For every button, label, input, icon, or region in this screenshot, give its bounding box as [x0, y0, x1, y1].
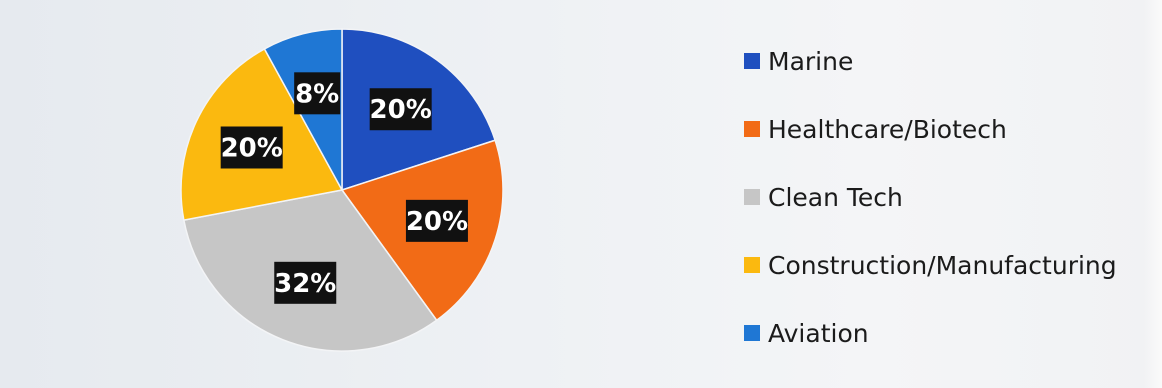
data-label-text: 32%: [274, 269, 336, 299]
data-label-healthcare-biotech: 20%: [405, 199, 468, 242]
data-label-aviation: 8%: [294, 72, 341, 115]
pie-slices: [180, 28, 504, 352]
legend-label: Construction/Manufacturing: [768, 250, 1117, 280]
legend-item-healthcare-biotech: Healthcare/Biotech: [744, 106, 1154, 152]
legend-label: Healthcare/Biotech: [768, 114, 1007, 144]
data-label-box: [294, 72, 341, 115]
legend-swatch: [744, 189, 760, 205]
legend-swatch: [744, 257, 760, 273]
data-label-box: [405, 199, 468, 242]
data-label-text: 8%: [295, 79, 339, 109]
data-label-construction-manufacturing: 20%: [220, 126, 283, 169]
data-label-text: 20%: [406, 207, 468, 237]
data-label-marine: 20%: [369, 88, 432, 131]
legend-item-marine: Marine: [744, 38, 1154, 84]
data-label-box: [369, 88, 432, 131]
chart-legend: Marine Healthcare/Biotech Clean Tech Con…: [744, 38, 1154, 378]
data-label-text: 20%: [370, 95, 432, 125]
legend-label: Clean Tech: [768, 182, 903, 212]
legend-label: Marine: [768, 46, 854, 76]
data-label-text: 20%: [221, 133, 283, 163]
legend-item-construction-manufacturing: Construction/Manufacturing: [744, 242, 1154, 288]
data-label-box: [220, 126, 283, 169]
legend-swatch: [744, 121, 760, 137]
legend-item-clean-tech: Clean Tech: [744, 174, 1154, 220]
pie-data-labels: 20% 20% 32% 20% 8%: [220, 72, 468, 304]
legend-label: Aviation: [768, 318, 869, 348]
data-label-clean-tech: 32%: [274, 261, 337, 304]
legend-swatch: [744, 53, 760, 69]
legend-item-aviation: Aviation: [744, 310, 1154, 356]
legend-swatch: [744, 325, 760, 341]
data-label-box: [274, 261, 337, 304]
